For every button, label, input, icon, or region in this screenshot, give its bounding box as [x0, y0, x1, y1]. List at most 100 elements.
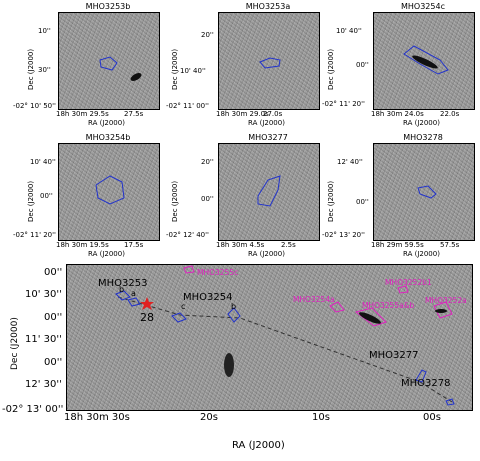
label-mho3254a: MHO3254a [293, 295, 335, 304]
main-ra-label: RA (J2000) [232, 440, 285, 451]
contour-panel1 [99, 56, 118, 71]
label-mho3255ab: MHO3255a&b [362, 301, 415, 310]
dec-tick: -02° 11' 00'' [166, 102, 209, 110]
dec-tick: 00'' [44, 357, 63, 368]
dec-tick: -02° 11' 20'' [13, 231, 56, 239]
ra-tick: 27.5s [124, 110, 144, 118]
panel-title: MHO3277 [248, 133, 288, 142]
dec-tick: -02° 12' 40'' [166, 231, 209, 239]
dec-tick: 10' 40'' [30, 158, 56, 166]
label-mho3255c: MHO3255c [197, 268, 239, 277]
dec-tick: 20'' [201, 158, 214, 166]
ra-tick: 17.5s [124, 241, 144, 249]
dec-tick: -02° 11' 20'' [322, 100, 365, 108]
ra-tick: 00s [423, 412, 441, 423]
label-b2: b [231, 302, 237, 311]
contour-3255ab [354, 307, 387, 327]
ra-tick: 18h 30m 24.0s [371, 110, 424, 118]
dec-tick: 30'' [38, 66, 51, 74]
contour-3254c [171, 312, 187, 323]
dec-tick: 12' 30'' [25, 379, 62, 390]
label-mho3252a: MHO3252a [425, 296, 467, 305]
label-b: b [119, 285, 125, 294]
dec-tick: 10'' [38, 27, 51, 35]
ra-tick: 27.0s [263, 110, 283, 118]
panel-image [58, 12, 160, 110]
contour-panel5 [257, 175, 281, 207]
ra-tick: 57.5s [440, 241, 460, 249]
contour-3255c [183, 265, 195, 274]
dec-tick: 11' 30'' [25, 334, 62, 345]
dec-tick: 00'' [44, 312, 63, 323]
ra-tick: 18h 30m 29.0s [216, 110, 269, 118]
ra-tick: 2.5s [281, 241, 296, 249]
ra-label: RA (J2000) [248, 119, 285, 127]
ra-tick: 18h 30m 4.5s [216, 241, 265, 249]
main-image [66, 264, 473, 411]
ra-label: RA (J2000) [248, 250, 285, 258]
dec-tick: 00'' [40, 192, 53, 200]
contour-panel4 [95, 175, 125, 205]
panel-image [373, 143, 475, 241]
dec-tick: 00'' [201, 195, 214, 203]
dec-tick: -02° 10' 50'' [13, 102, 56, 110]
contour-3278 [445, 398, 455, 406]
ra-tick: 18h 30m 19.5s [56, 241, 109, 249]
label-mho3253: MHO3253 [98, 278, 148, 289]
contour-3252a [433, 301, 453, 319]
dec-tick: -02° 13' 00'' [2, 404, 64, 415]
dashed-path [117, 296, 453, 403]
label-a: a [131, 289, 136, 298]
dec-tick: 00'' [356, 61, 369, 69]
panel-title: MHO3278 [403, 133, 443, 142]
ra-label: RA (J2000) [403, 250, 440, 258]
panel-title: MHO3253a [245, 2, 291, 11]
panel-title: MHO3253b [85, 2, 131, 11]
panel-image [218, 12, 320, 110]
dec-tick: 12' 40'' [337, 158, 363, 166]
panel-image [218, 143, 320, 241]
ra-label: RA (J2000) [88, 119, 125, 127]
dec-tick: 10' 30'' [25, 289, 62, 300]
panel-title: MHO3254c [401, 2, 445, 11]
jet-knot [435, 309, 447, 313]
ra-tick: 22.0s [440, 110, 460, 118]
label-mho3254: MHO3254 [183, 292, 233, 303]
contour-panel6 [417, 185, 437, 199]
dec-tick: 00'' [356, 198, 369, 206]
dec-tick: 00'' [44, 267, 63, 278]
jet-knot [359, 312, 381, 324]
jet-knot [130, 73, 142, 81]
ra-tick: 18h 30m 29.5s [56, 110, 109, 118]
contour-3252b1 [397, 285, 409, 294]
jet-knot [412, 55, 438, 69]
contour-3253b [115, 290, 131, 301]
contour-panel2 [259, 57, 281, 69]
contour-3254a [329, 301, 345, 313]
bright-star [224, 353, 234, 377]
dec-tick: 20'' [201, 31, 214, 39]
ra-tick: 10s [312, 412, 330, 423]
panel-image [58, 143, 160, 241]
dec-tick: 10' 40'' [180, 67, 206, 75]
contour-3254b [227, 307, 241, 323]
main-dec-label: Dec (J2000) [10, 317, 20, 370]
contour-3277 [415, 369, 427, 383]
contour-panel3 [403, 45, 449, 75]
star-28 [140, 297, 154, 310]
label-mho3252b1: MHO3252b1 [385, 278, 432, 287]
dec-tick: -02° 13' 20'' [322, 231, 365, 239]
ra-label: RA (J2000) [88, 250, 125, 258]
contour-3253a [127, 297, 141, 307]
label-mho3277: MHO3277 [369, 350, 419, 361]
label-mho3278: MHO3278 [401, 378, 451, 389]
label-c: c [181, 302, 186, 311]
panel-title: MHO3254b [85, 133, 131, 142]
ra-tick: 18h 29m 59.5s [371, 241, 424, 249]
ra-label: RA (J2000) [403, 119, 440, 127]
dec-tick: 10' 40'' [336, 27, 362, 35]
ra-tick: 20s [200, 412, 218, 423]
ra-tick: 18h 30m 30s [64, 412, 130, 423]
label-star-28: 28 [140, 311, 154, 324]
